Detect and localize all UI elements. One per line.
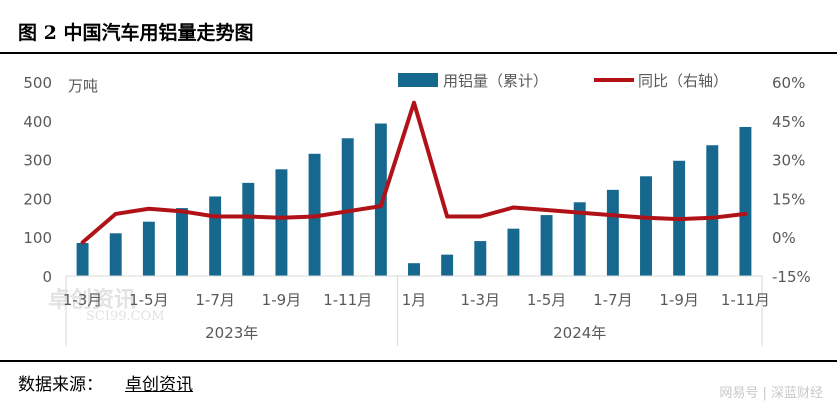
- line-point: [611, 213, 615, 217]
- x-tick-label: 1-7月: [195, 291, 235, 309]
- source-bar: 数据来源： 卓创资讯 网易号 | 深蓝财经: [0, 360, 837, 410]
- title-bar: 图 2 中国汽车用铝量走势图: [0, 0, 837, 54]
- x-tick-label: 1-11月: [323, 291, 372, 309]
- y-tick-label: 400: [23, 113, 52, 131]
- bar: [540, 215, 553, 276]
- line-point: [545, 208, 549, 212]
- y-tick-label: 500: [23, 74, 52, 92]
- group-label: 2023年: [205, 324, 258, 342]
- line-point: [213, 215, 217, 219]
- line-point: [677, 217, 681, 221]
- bar: [341, 138, 354, 276]
- x-tick-label: 1-9月: [659, 291, 699, 309]
- source-name[interactable]: 卓创资讯: [125, 375, 193, 395]
- x-tick-label: 1-5月: [527, 291, 567, 309]
- watermark-url: SCI99.COM: [86, 309, 165, 324]
- y2-tick-label: 0%: [772, 229, 796, 247]
- line-point: [147, 207, 151, 211]
- y-tick-label: 200: [23, 190, 52, 208]
- line-point: [511, 205, 515, 209]
- bar: [640, 176, 652, 276]
- bar: [209, 196, 222, 276]
- legend-bar-label: 用铝量（累计）: [443, 72, 548, 90]
- group-label: 2024年: [553, 324, 606, 342]
- line-point: [313, 215, 317, 219]
- line-point: [279, 216, 283, 220]
- line-point: [644, 216, 648, 220]
- x-tick-label: 1-7月: [593, 291, 633, 309]
- line-point: [114, 212, 118, 216]
- line-point: [379, 204, 383, 208]
- bar: [706, 145, 719, 276]
- x-tick-label: 1-9月: [262, 291, 302, 309]
- line-point: [710, 216, 714, 220]
- y2-tick-label: -15%: [772, 268, 811, 286]
- line-point: [180, 209, 184, 213]
- bar: [606, 189, 619, 276]
- line-point: [81, 240, 85, 244]
- watermark-text: 卓创资讯: [48, 288, 136, 313]
- y-axis-unit: 万吨: [68, 77, 98, 95]
- bar: [441, 254, 454, 276]
- line-point: [346, 209, 350, 213]
- line-point: [412, 101, 416, 105]
- source-label: 数据来源：: [18, 375, 103, 395]
- y2-tick-label: 60%: [772, 74, 805, 92]
- chart-title: 图 2 中国汽车用铝量走势图: [18, 22, 254, 44]
- y-tick-label: 300: [23, 152, 52, 170]
- line-point: [445, 215, 449, 219]
- legend-bar-swatch: [398, 73, 438, 87]
- bar: [507, 228, 520, 276]
- bar: [739, 127, 752, 277]
- x-tick-label: 1-3月: [461, 291, 501, 309]
- line-point: [478, 215, 482, 219]
- y2-tick-label: 30%: [772, 152, 805, 170]
- legend-line-label: 同比（右轴）: [638, 72, 728, 90]
- bar: [408, 263, 420, 276]
- y2-tick-label: 15%: [772, 190, 805, 208]
- bar: [76, 243, 89, 276]
- x-tick-label: 1-3月: [63, 291, 103, 309]
- bar: [109, 233, 122, 276]
- line-point: [743, 212, 747, 216]
- line-point: [246, 215, 250, 219]
- x-tick-label: 1-5月: [129, 291, 169, 309]
- bar: [474, 241, 487, 276]
- credit-text: 网易号 | 深蓝财经: [719, 386, 823, 401]
- x-tick-label: 1月: [402, 291, 427, 309]
- line-point: [578, 211, 582, 215]
- bar: [242, 182, 255, 276]
- x-tick-label: 1-11月: [721, 291, 770, 309]
- bar: [573, 202, 586, 276]
- y-tick-label: 100: [23, 229, 52, 247]
- bar: [142, 221, 155, 276]
- bar: [275, 169, 288, 276]
- y-tick-label: 0: [42, 268, 52, 286]
- y2-tick-label: 45%: [772, 113, 805, 131]
- bar: [176, 208, 188, 276]
